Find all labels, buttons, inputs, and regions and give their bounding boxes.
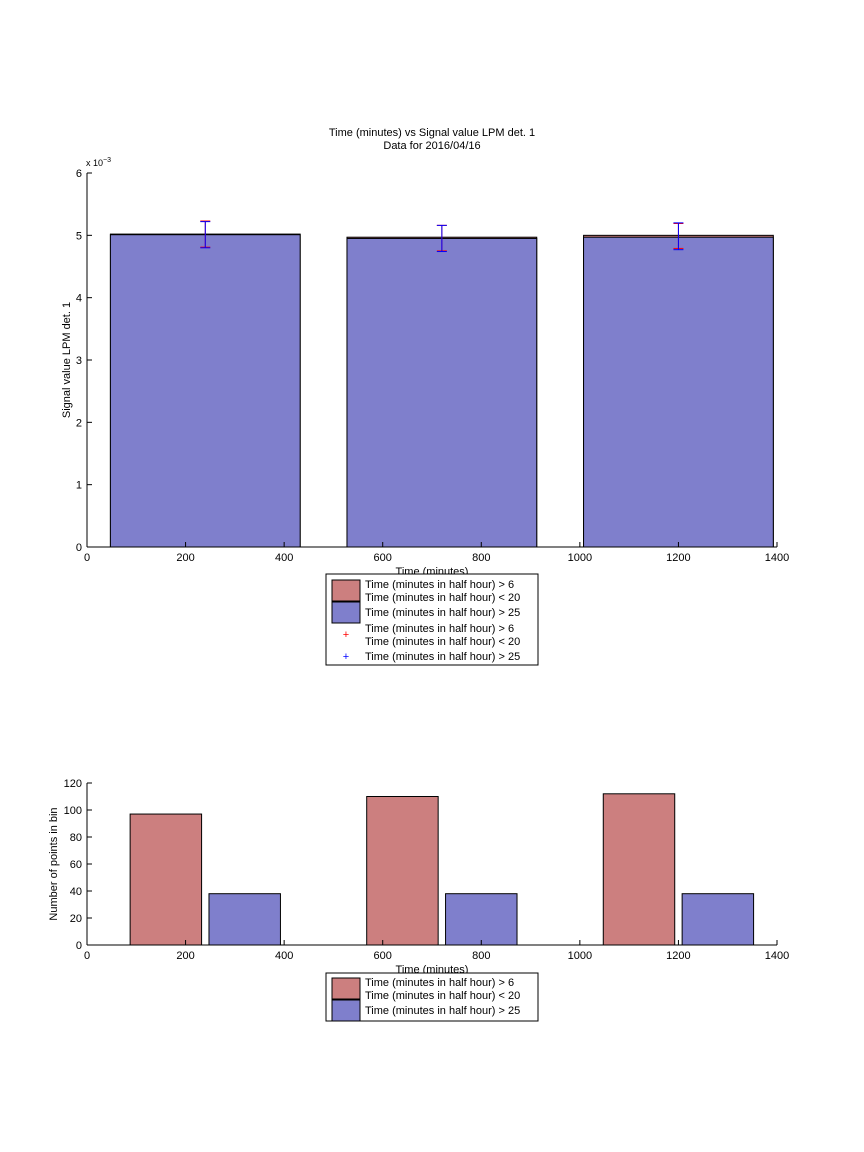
x-tick-label: 400 (275, 552, 293, 564)
y-tick-label: 20 (70, 913, 82, 925)
legend-box (325, 573, 539, 666)
x-tick-label: 800 (472, 552, 490, 564)
y-tick-label: 4 (76, 293, 82, 305)
legend-label-red-2: Time (minutes in half hour) < 20 (365, 592, 520, 604)
legend-marker-red: + (343, 629, 349, 641)
legend-box (325, 972, 539, 1022)
y-tick-label: 60 (70, 859, 82, 871)
legend-swatch-red (331, 977, 361, 1000)
bar-blue-0 (208, 893, 281, 946)
legend-swatch-blue (331, 601, 361, 624)
y-tick-label: 2 (76, 417, 82, 429)
legend-marker-blue: + (343, 651, 349, 663)
axes (86, 172, 778, 548)
x-tick-label: 1400 (765, 950, 789, 962)
legend-swatch-red (331, 579, 361, 602)
legend-swatch-blue (331, 999, 361, 1022)
bar-group (109, 233, 774, 548)
x-tick-label: 200 (176, 552, 194, 564)
x-tick-labels: 0 200 400 600 800 1000 1200 1400 (84, 950, 789, 962)
legend-label-err-red-1: Time (minutes in half hour) > 6 (365, 623, 514, 635)
x-tick-label: 400 (275, 950, 293, 962)
y-tick-label: 120 (64, 778, 82, 790)
x-tick-label: 1000 (568, 552, 592, 564)
y-tick-labels: 0 20 40 60 80 100 120 (64, 778, 82, 952)
bar-blue-1 (346, 237, 538, 548)
axes (86, 782, 778, 946)
errorbar-group (200, 220, 684, 253)
y-axis-label: Number of points in bin (48, 807, 60, 920)
y-tick-label: 100 (64, 805, 82, 817)
chart-title: Time (minutes) vs Signal value LPM det. … (329, 127, 535, 139)
y-tick-label: 0 (76, 940, 82, 952)
bar-blue-1 (445, 893, 518, 946)
x-tick-label: 1200 (666, 552, 690, 564)
signal-chart: Time (minutes) vs Signal value LPM det. … (61, 127, 789, 666)
legend: Time (minutes in half hour) > 6 Time (mi… (325, 972, 539, 1022)
y-tick-label: 6 (76, 168, 82, 180)
bar-red-0 (129, 813, 203, 946)
x-tick-label: 200 (176, 950, 194, 962)
bar-group (129, 793, 755, 946)
x-tick-label: 0 (84, 552, 90, 564)
bar-blue-0 (109, 234, 301, 548)
bar-blue-2 (681, 893, 755, 946)
legend-label-err-blue: Time (minutes in half hour) > 25 (365, 651, 520, 663)
x-tick-label: 1000 (568, 950, 592, 962)
legend: Time (minutes in half hour) > 6 Time (mi… (325, 573, 539, 666)
x-tick-label: 600 (374, 552, 392, 564)
y-tick-label: 0 (76, 542, 82, 554)
y-tick-label: 3 (76, 355, 82, 367)
legend-label-red-2: Time (minutes in half hour) < 20 (365, 990, 520, 1002)
legend-label-err-red-2: Time (minutes in half hour) < 20 (365, 636, 520, 648)
x-tick-label: 600 (374, 950, 392, 962)
chart-subtitle: Data for 2016/04/16 (383, 140, 480, 152)
y-axis-label: Signal value LPM det. 1 (61, 302, 73, 418)
count-chart: 0 200 400 600 800 1000 1200 1400 0 20 40 60 80 100 12… (48, 778, 789, 1022)
x-tick-labels: 0 200 400 600 800 1000 1200 1400 (84, 552, 789, 564)
bar-blue-2 (583, 236, 774, 548)
y-multiplier: x 10−3 (86, 157, 111, 168)
legend-label-red-1: Time (minutes in half hour) > 6 (365, 977, 514, 989)
bar-red-2 (602, 793, 676, 946)
y-tick-label: 40 (70, 886, 82, 898)
legend-label-blue: Time (minutes in half hour) > 25 (365, 1005, 520, 1017)
legend-label-red-1: Time (minutes in half hour) > 6 (365, 579, 514, 591)
y-tick-label: 80 (70, 832, 82, 844)
y-tick-label: 1 (76, 480, 82, 492)
y-tick-labels: 0 1 2 3 4 5 6 (76, 168, 82, 554)
x-tick-label: 1400 (765, 552, 789, 564)
x-tick-label: 0 (84, 950, 90, 962)
x-tick-label: 1200 (666, 950, 690, 962)
legend-label-blue: Time (minutes in half hour) > 25 (365, 607, 520, 619)
x-tick-label: 800 (472, 950, 490, 962)
y-tick-label: 5 (76, 230, 82, 242)
bar-red-1 (366, 796, 439, 946)
